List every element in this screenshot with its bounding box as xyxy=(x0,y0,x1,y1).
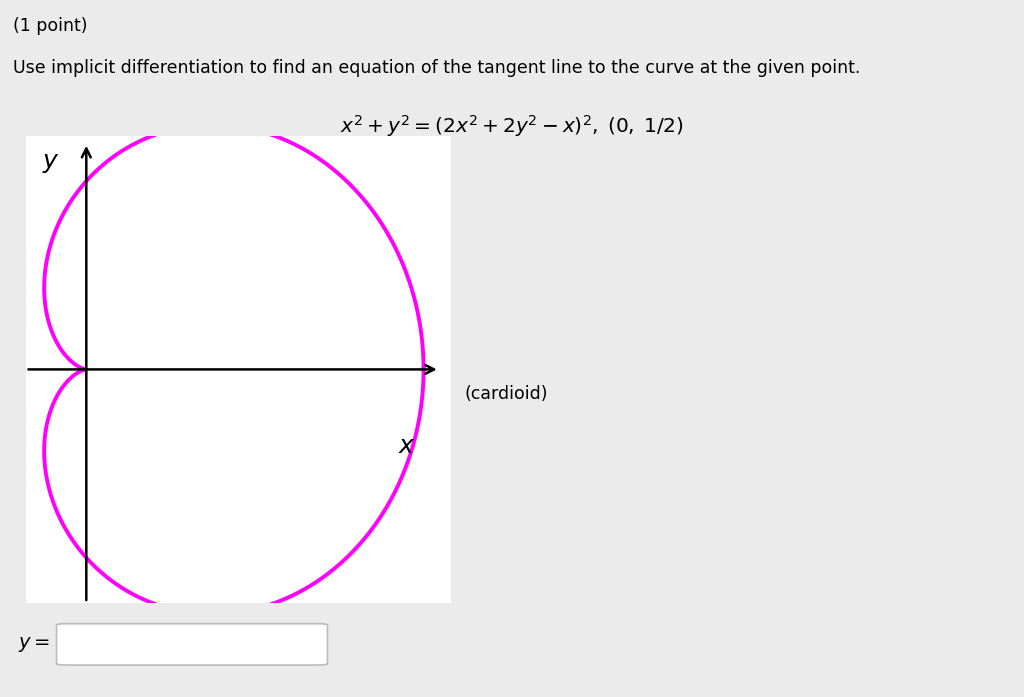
Text: (1 point): (1 point) xyxy=(13,17,88,36)
Text: $y =$: $y =$ xyxy=(18,635,50,654)
Text: Use implicit differentiation to find an equation of the tangent line to the curv: Use implicit differentiation to find an … xyxy=(13,59,861,77)
Text: $x$: $x$ xyxy=(398,435,416,458)
FancyBboxPatch shape xyxy=(56,624,328,665)
Text: $x^2 + y^2 = (2x^2 + 2y^2 - x)^2, \; (0,\; 1/2)$: $x^2 + y^2 = (2x^2 + 2y^2 - x)^2, \; (0,… xyxy=(340,113,684,139)
Text: $y$: $y$ xyxy=(42,152,60,175)
Text: (cardioid): (cardioid) xyxy=(465,385,549,403)
